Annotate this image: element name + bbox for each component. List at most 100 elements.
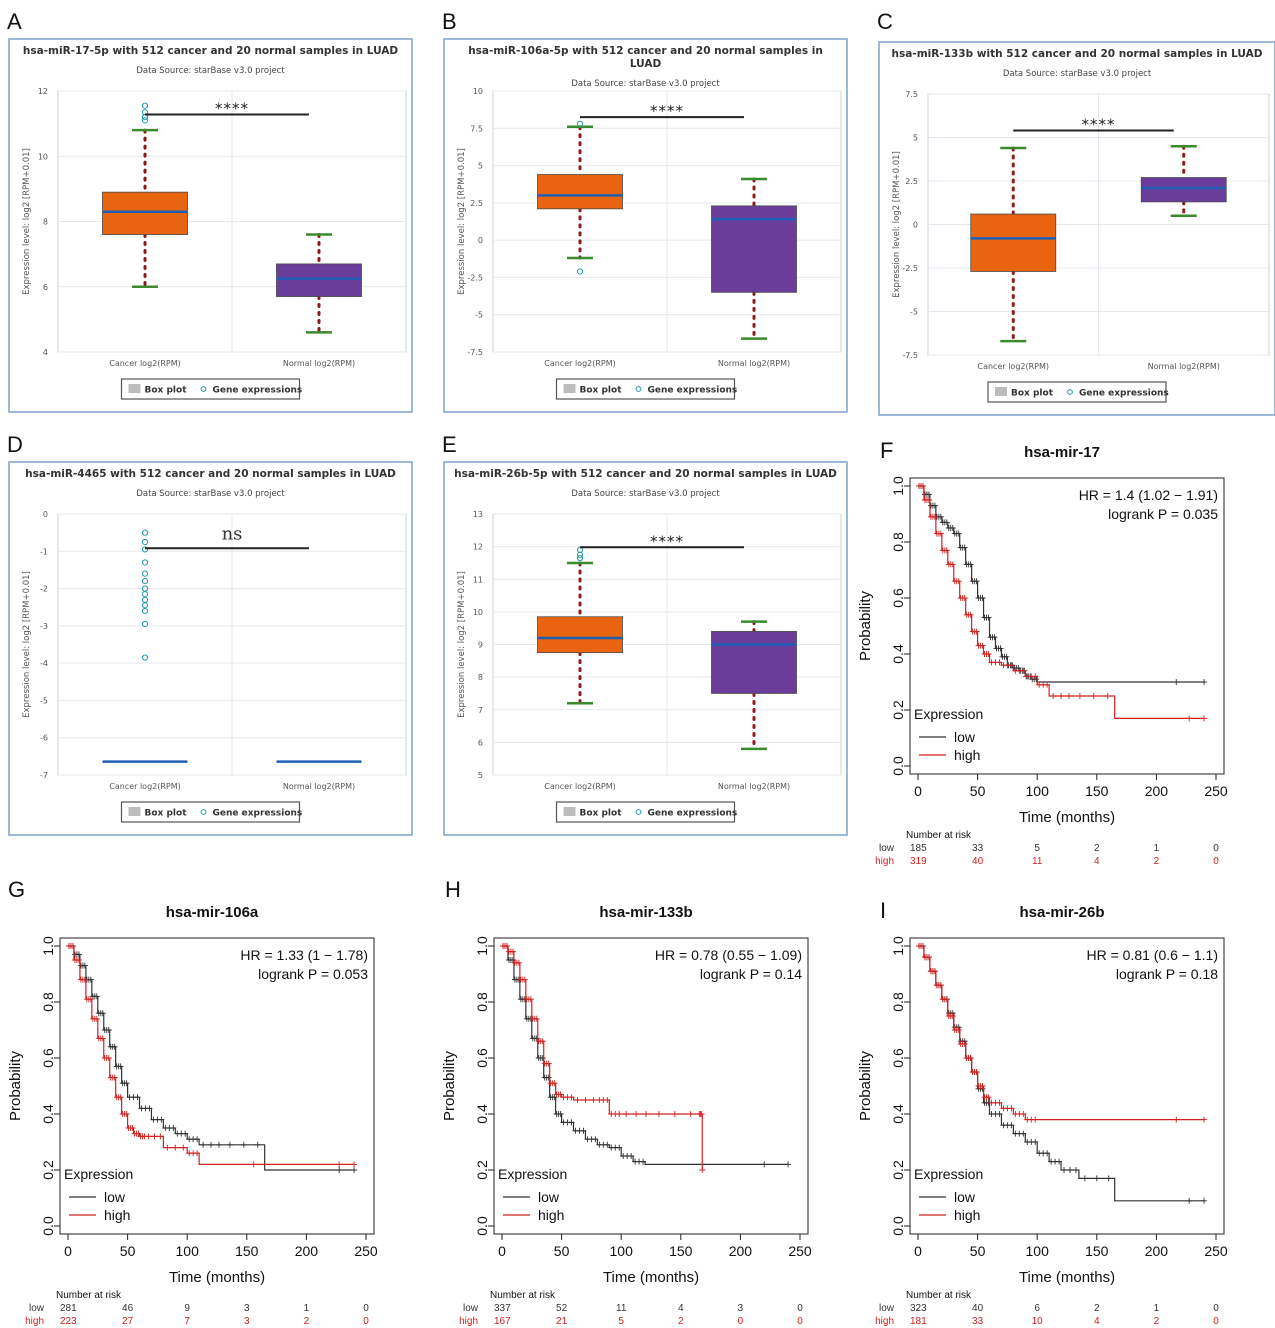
censor-mark: [1032, 1139, 1039, 1145]
outlier-point: [141, 620, 149, 628]
censor-mark: [145, 1133, 152, 1140]
risk-count: 0: [797, 1316, 803, 1327]
box-normal: [711, 631, 797, 694]
censor-mark: [1076, 693, 1083, 699]
risk-group-label: high: [25, 1316, 44, 1327]
censor-mark: [545, 1060, 552, 1067]
censor-mark: [671, 1111, 678, 1117]
risk-count: 40: [972, 1303, 984, 1314]
legend-swatch-point: [200, 809, 207, 815]
risk-count: 0: [1213, 856, 1219, 867]
risk-count: 185: [910, 843, 927, 854]
panel-letter: F: [880, 438, 893, 463]
censor-mark: [761, 1161, 768, 1168]
censor-mark: [1003, 653, 1010, 660]
y-tick-label: 1.0: [474, 936, 490, 956]
x-tick-label: 250: [1204, 1243, 1228, 1259]
y-axis-label: Expression level: log2 [RPM+0.01]: [22, 571, 32, 718]
logrank-p: logrank P = 0.14: [700, 966, 802, 982]
censor-mark: [955, 578, 962, 585]
censor-mark: [194, 1150, 201, 1157]
censor-mark: [640, 1158, 647, 1165]
censor-mark: [172, 1144, 179, 1151]
censor-mark: [164, 1144, 171, 1151]
significance-label: ****: [650, 532, 684, 550]
censor-mark: [1020, 1130, 1027, 1137]
censor-mark: [336, 1161, 343, 1168]
risk-count: 1: [304, 1303, 310, 1314]
legend-swatch-box: [563, 384, 576, 393]
legend-box: [555, 801, 736, 823]
legend-label: Box plot: [1011, 389, 1054, 399]
risk-title: Number at risk: [56, 1290, 122, 1301]
legend-label: Box plot: [580, 809, 623, 819]
risk-count: 9: [184, 1303, 190, 1314]
censor-mark: [1186, 1197, 1193, 1204]
x-tick-label: 250: [1204, 783, 1228, 799]
x-tick-label: Normal log2(RPM): [283, 359, 355, 368]
censor-mark: [949, 561, 956, 568]
y-tick-label: -2: [40, 585, 48, 594]
risk-count: 2: [304, 1316, 310, 1327]
legend-swatch-box: [128, 384, 141, 393]
censor-mark: [997, 645, 1004, 652]
y-tick-label: 0.4: [890, 644, 906, 664]
y-tick-label: 10: [473, 87, 483, 96]
censor-mark: [1044, 1150, 1051, 1157]
censor-mark: [117, 1063, 124, 1070]
legend-label: Gene expressions: [648, 809, 738, 819]
outlier-point: [576, 268, 584, 275]
risk-count: 46: [122, 1303, 134, 1314]
y-tick-label: -1: [40, 547, 48, 556]
censor-mark: [1173, 1116, 1180, 1123]
panel-letter: C: [877, 9, 893, 34]
censor-mark: [925, 954, 932, 961]
legend-label: high: [954, 747, 980, 763]
chart-title: hsa-miR-106a-5p with 512 cancer and 20 n…: [468, 45, 823, 57]
censor-mark: [1105, 1175, 1112, 1182]
censor-mark: [1008, 1105, 1015, 1112]
y-tick-label: 0: [478, 236, 483, 245]
censor-mark: [1104, 693, 1111, 699]
y-tick-label: 1.0: [40, 936, 56, 956]
risk-count: 21: [556, 1316, 568, 1327]
y-tick-label: 0.2: [890, 1160, 906, 1180]
box-cancer: [102, 191, 188, 235]
censor-mark: [1020, 667, 1027, 674]
y-tick-label: 0.6: [40, 1048, 56, 1068]
risk-count: 4: [1094, 1316, 1100, 1327]
risk-group-label: high: [875, 856, 894, 867]
censor-mark: [521, 976, 528, 983]
outlier-point: [141, 102, 149, 109]
legend-title: Expression: [914, 1166, 983, 1182]
censor-mark: [1072, 1167, 1079, 1173]
censor-mark: [1065, 693, 1072, 699]
censor-mark: [539, 1055, 546, 1061]
x-tick-label: 250: [788, 1243, 812, 1259]
chart-title: LUAD: [630, 58, 662, 70]
survival-curve-low: [918, 945, 1205, 1202]
y-tick-label: 12: [473, 543, 483, 552]
censor-mark: [254, 1141, 261, 1148]
censor-mark: [919, 483, 926, 489]
y-tick-label: 1.0: [890, 476, 906, 496]
censor-mark: [967, 1055, 974, 1061]
risk-count: 40: [972, 856, 984, 867]
censor-mark: [117, 1094, 124, 1101]
legend-box: [120, 801, 301, 823]
censor-mark: [539, 1038, 546, 1045]
y-tick-label: 10: [38, 152, 48, 161]
y-tick-label: 6: [478, 738, 483, 747]
risk-count: 0: [1213, 843, 1219, 854]
panel-letter: A: [7, 9, 22, 34]
x-tick-label: 0: [914, 1243, 922, 1259]
risk-count: 11: [616, 1303, 627, 1314]
y-tick-label: 0.0: [474, 1216, 490, 1236]
legend-title: Expression: [498, 1166, 567, 1182]
y-tick-label: 6: [43, 283, 48, 292]
legend-swatch-box: [995, 387, 1007, 396]
censor-mark: [967, 611, 974, 618]
legend-swatch-point: [635, 809, 642, 815]
